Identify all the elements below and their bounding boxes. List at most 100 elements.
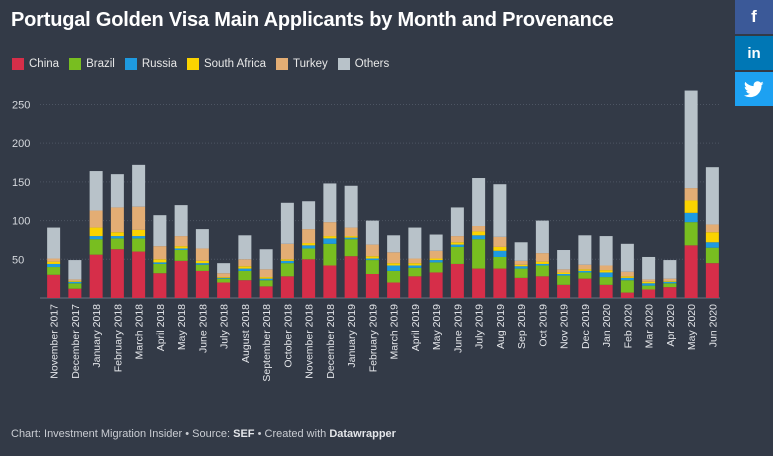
legend-swatch xyxy=(276,58,288,70)
legend-swatch xyxy=(124,58,137,70)
bar-segment-china xyxy=(599,284,613,298)
bar-segment-russia xyxy=(47,263,61,268)
bar-segment-south-africa xyxy=(174,246,188,249)
bar-segment-russia xyxy=(302,245,316,249)
bar-segment-south-africa xyxy=(429,258,443,261)
bar-segment-others xyxy=(344,185,358,228)
bar-segment-others xyxy=(302,201,316,230)
legend-swatch xyxy=(337,58,350,70)
bar-segment-south-africa xyxy=(365,256,379,259)
bar-segment-south-africa xyxy=(705,232,719,243)
bar-segment-turkey xyxy=(110,207,124,233)
bar-segment-turkey xyxy=(472,226,486,232)
bar-segment-south-africa xyxy=(153,259,167,263)
bar-segment-others xyxy=(599,236,613,266)
bar-segment-brazil xyxy=(344,239,358,257)
footer-middle: • Created with xyxy=(254,428,330,440)
bar-segment-others xyxy=(153,215,167,247)
bar-segment-brazil xyxy=(599,277,613,285)
bar-segment-others xyxy=(110,174,124,208)
footer-tool-link[interactable]: Datawrapper xyxy=(329,428,396,440)
bar-segment-turkey xyxy=(217,273,231,278)
bar-segment-south-africa xyxy=(408,263,422,266)
legend-swatch xyxy=(12,58,24,70)
bar-segment-china xyxy=(47,274,61,298)
bar-segment-russia xyxy=(153,262,167,264)
bar-segment-others xyxy=(472,178,486,227)
bar-segment-russia xyxy=(259,278,273,281)
bar-segment-turkey xyxy=(493,236,507,247)
bar-segment-china xyxy=(387,282,401,298)
bar-segment-china xyxy=(408,276,422,298)
bar-segment-others xyxy=(663,260,677,279)
bar-segment-china xyxy=(195,270,209,298)
bar-segment-russia xyxy=(344,237,358,240)
bar-segment-others xyxy=(238,235,252,260)
bar-segment-others xyxy=(493,184,507,237)
bar-segment-others xyxy=(684,90,698,189)
bar-segment-china xyxy=(472,268,486,298)
legend-label: Russia xyxy=(141,58,177,70)
bar-segment-russia xyxy=(599,272,613,278)
twitter-bird-icon xyxy=(744,80,764,97)
legend-swatch xyxy=(186,58,199,70)
x-tick-label: Oct 2019 xyxy=(537,304,549,347)
bar-segment-brazil xyxy=(89,239,103,255)
bar-segment-south-africa xyxy=(217,277,231,278)
bar-segment-others xyxy=(408,227,422,259)
bar-segment-turkey xyxy=(89,210,103,228)
linkedin-share-button[interactable]: in xyxy=(735,36,773,70)
legend-item-others: Others xyxy=(337,58,389,70)
x-tick-label: Nov 2019 xyxy=(559,304,571,349)
bar-segment-south-africa xyxy=(472,231,486,236)
x-tick-label: Feb 2020 xyxy=(622,304,634,349)
x-tick-label: January 2019 xyxy=(346,304,358,368)
bar-segment-russia xyxy=(578,270,592,273)
bar-segment-south-africa xyxy=(642,281,656,284)
bar-segment-russia xyxy=(89,236,103,240)
bar-segment-china xyxy=(578,278,592,298)
bar-segment-others xyxy=(365,220,379,245)
bar-segment-brazil xyxy=(323,243,337,266)
bar-segment-brazil xyxy=(132,238,146,252)
bar-segment-others xyxy=(174,205,188,237)
facebook-share-button[interactable]: f xyxy=(735,0,773,34)
bar-segment-china xyxy=(259,286,273,298)
bar-segment-south-africa xyxy=(132,229,146,237)
bar-segment-china xyxy=(365,274,379,298)
bar-segment-china xyxy=(238,280,252,298)
bar-segment-south-africa xyxy=(557,272,571,275)
x-tick-label: December 2017 xyxy=(70,304,82,379)
bar-segment-turkey xyxy=(387,252,401,264)
x-tick-label: Jan 2020 xyxy=(601,304,613,347)
bar-segment-brazil xyxy=(493,256,507,269)
bar-segment-china xyxy=(68,288,82,298)
twitter-share-button[interactable] xyxy=(735,72,773,106)
bar-segment-others xyxy=(642,256,656,280)
y-tick-label: 100 xyxy=(12,216,30,228)
bar-segment-brazil xyxy=(705,247,719,264)
linkedin-icon: in xyxy=(747,44,761,62)
bar-segment-turkey xyxy=(408,258,422,264)
x-tick-label: September 2018 xyxy=(261,304,273,382)
bar-segment-south-africa xyxy=(47,261,61,264)
y-tick-label: 50 xyxy=(12,254,24,266)
x-tick-label: Sep 2019 xyxy=(516,304,528,349)
x-tick-label: February 2019 xyxy=(367,304,379,372)
bar-segment-china xyxy=(217,282,231,298)
bar-segment-brazil xyxy=(684,222,698,246)
bar-segment-brazil xyxy=(663,283,677,288)
bar-segment-others xyxy=(259,249,273,270)
bar-segment-others xyxy=(450,207,464,237)
bar-segment-turkey xyxy=(280,243,294,260)
x-tick-label: May 2018 xyxy=(176,304,188,350)
bar-segment-brazil xyxy=(280,263,294,277)
bar-segment-brazil xyxy=(514,268,528,278)
bar-segment-turkey xyxy=(535,253,549,262)
bar-segment-others xyxy=(132,164,146,207)
bar-segment-turkey xyxy=(195,248,209,261)
bar-segment-brazil xyxy=(174,250,188,261)
bar-segment-turkey xyxy=(620,271,634,277)
bar-segment-south-africa xyxy=(387,263,401,266)
